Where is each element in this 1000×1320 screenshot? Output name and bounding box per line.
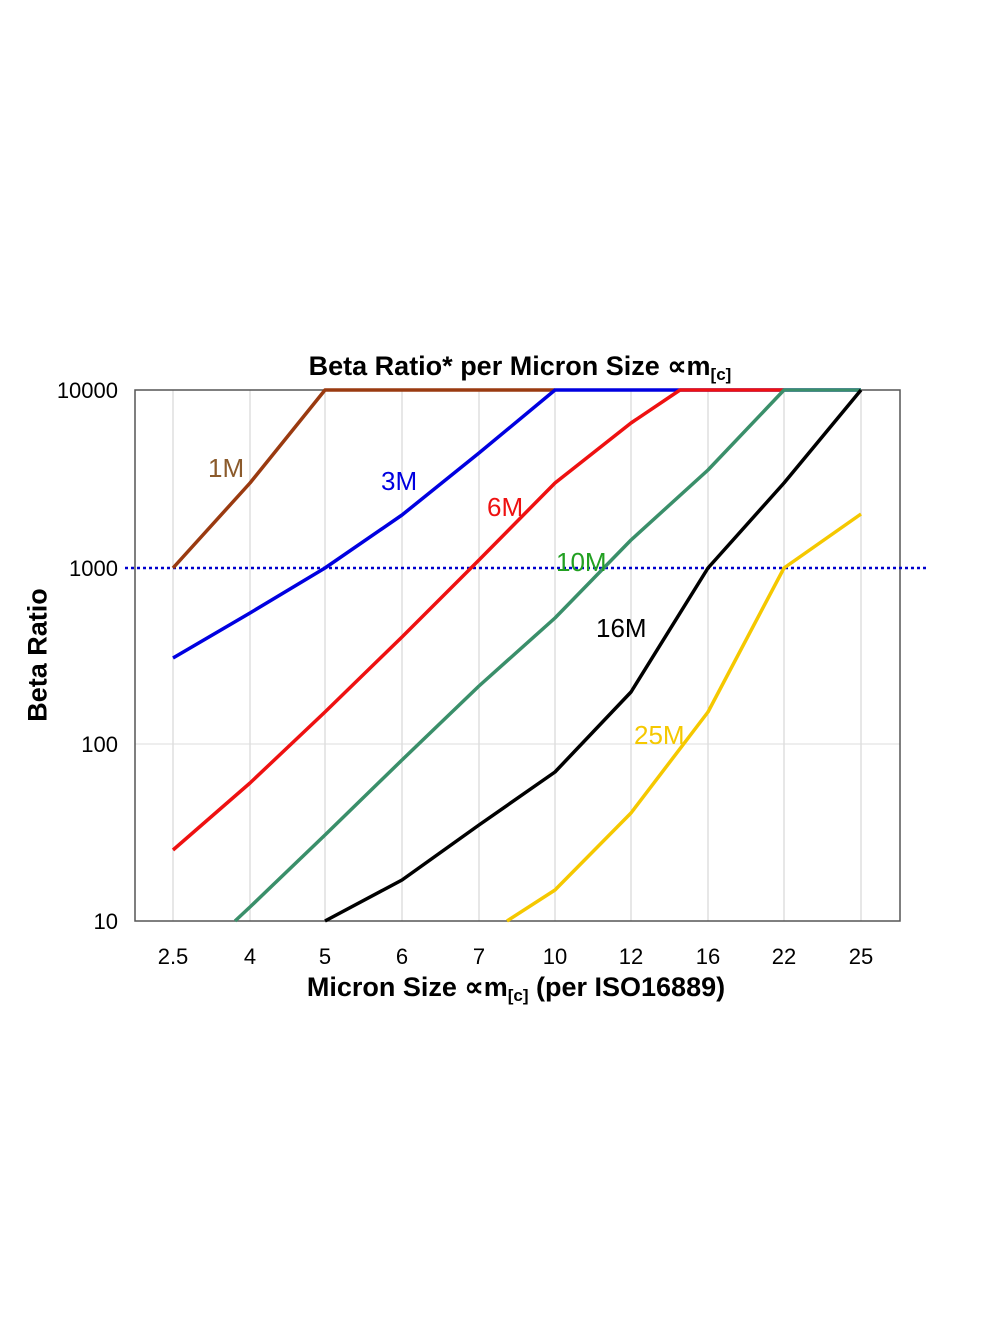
chart-title-subscript: [c] [710, 365, 732, 384]
series-labels: 1M 3M 6M 10M 16M 25M [208, 453, 685, 750]
series-line-10m [233, 388, 861, 923]
x-tick-label: 10 [543, 944, 567, 969]
x-tick-label: 25 [849, 944, 873, 969]
x-axis-label-suffix: (per ISO16889) [528, 972, 726, 1002]
series-line-6m [171, 388, 784, 852]
y-tick-label: 100 [81, 732, 118, 757]
y-tick-label: 10000 [57, 378, 118, 403]
x-tick-label: 12 [619, 944, 643, 969]
y-tick-label: 1000 [69, 556, 118, 581]
series-line-1m [171, 388, 555, 570]
x-tick-label: 5 [319, 944, 331, 969]
chart-title: Beta Ratio* per Micron Size ∝m[c] [0, 351, 1000, 385]
chart-title-text: Beta Ratio* per Micron Size ∝m [308, 351, 711, 381]
x-axis-label-subscript: [c] [507, 986, 529, 1005]
series-label-3m: 3M [381, 466, 417, 496]
series-label-10m: 10M [556, 547, 607, 577]
series-label-1m: 1M [208, 453, 244, 483]
series-label-25m: 25M [634, 720, 685, 750]
series-line-16m [324, 388, 863, 923]
x-tick-label: 22 [772, 944, 796, 969]
series-label-16m: 16M [596, 613, 647, 643]
x-tick-label: 6 [396, 944, 408, 969]
y-tick-label: 10 [94, 909, 118, 934]
x-axis-label-text: Micron Size ∝m [306, 972, 508, 1002]
x-tick-label: 4 [244, 944, 256, 969]
data-series [171, 388, 863, 923]
x-axis-label: Micron Size ∝m[c] (per ISO16889) [0, 972, 1000, 1006]
x-tick-label: 2.5 [158, 944, 189, 969]
x-tick-label: 7 [473, 944, 485, 969]
series-line-25m [506, 512, 863, 923]
x-axis-ticks: 2.5 4 5 6 7 10 12 16 22 25 [158, 944, 874, 969]
y-axis-ticks: 10 100 1000 10000 [57, 378, 118, 934]
gridlines [135, 390, 900, 921]
series-line-3m [172, 388, 861, 660]
series-label-6m: 6M [487, 492, 523, 522]
x-tick-label: 16 [696, 944, 720, 969]
